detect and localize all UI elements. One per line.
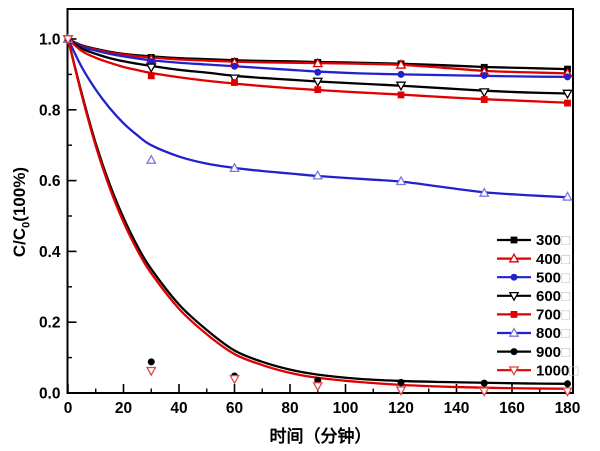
series-700-square-marker (480, 96, 488, 103)
legend-item-300: 300□ (497, 232, 570, 249)
series-800-triangle-up-marker (229, 162, 240, 173)
series-500-circle-marker (147, 58, 155, 66)
y-axis-title-subscript: 0 (20, 221, 33, 228)
series-800-triangle-up-marker (312, 169, 324, 180)
series-800-triangle-up-marker (395, 175, 407, 186)
legend-unit-box-glyph: □ (561, 269, 570, 286)
legend-800-triangle-up-marker (508, 327, 520, 337)
series-900-line (66, 37, 569, 385)
x-tick-label: 160 (499, 400, 525, 417)
x-axis-title: 时间（分钟） (269, 427, 372, 446)
series-1000-triangle-down-marker (478, 387, 490, 397)
x-tick-label: 60 (226, 400, 243, 417)
series-700-square-marker (564, 99, 571, 107)
x-tick-label: 140 (444, 400, 470, 417)
series-500-circle-marker (397, 70, 405, 78)
x-tick-label: 180 (555, 400, 581, 417)
series-900-circle-marker (314, 376, 322, 384)
series-400-triangle-up-marker (395, 59, 407, 69)
series-900-circle-marker (564, 380, 571, 388)
series-600-triangle-down-marker (312, 77, 324, 88)
series-500-circle-marker (564, 73, 571, 81)
legend-item-800: 800□ (497, 325, 570, 342)
legend-unit-box-glyph: □ (561, 325, 570, 342)
legend-item-700: 700□ (497, 307, 570, 324)
legend-item-600: 600□ (497, 288, 570, 305)
series-1000-line (66, 37, 569, 390)
legend-unit-box-glyph: □ (561, 232, 570, 249)
series-1000-triangle-down-marker (562, 387, 573, 397)
legend-label: 700□ (536, 307, 570, 324)
y-tick-label: 0.8 (39, 102, 61, 119)
y-axis-title-suffix: (100%) (10, 166, 29, 222)
series-800-triangle-up-marker (562, 191, 573, 201)
legend-unit-box-glyph: □ (569, 362, 578, 379)
legend-item-1000: 1000□ (497, 362, 578, 379)
series-1000-triangle-down-marker (62, 35, 74, 45)
legend-400-triangle-up-marker (508, 252, 520, 263)
series-500-circle-marker (314, 68, 322, 76)
series-600-triangle-down-marker (395, 81, 407, 92)
x-tick-label: 40 (170, 400, 187, 417)
series-600-triangle-down-marker (478, 88, 490, 98)
legend-label: 1000□ (536, 362, 578, 379)
series-700-square-marker (397, 91, 405, 99)
series-1000-triangle-down-marker (229, 374, 240, 385)
series-1000-triangle-down-marker (395, 386, 407, 396)
series-400-triangle-up-marker (312, 57, 324, 68)
y-axis-title: C/C0(100%) (10, 112, 34, 312)
series-800-triangle-up-marker (145, 154, 157, 164)
legend-label: 600□ (536, 288, 570, 305)
y-tick-label: 1.0 (39, 32, 61, 49)
series-500-circle-marker (480, 71, 488, 79)
series-700-square-marker (231, 79, 238, 86)
legend-900-circle-marker (510, 348, 518, 356)
series-700-square-marker (314, 86, 322, 94)
legend-item-400: 400□ (497, 251, 570, 268)
legend-label: 400□ (536, 251, 570, 268)
x-tick-label: 120 (388, 400, 414, 417)
legend-label: 500□ (536, 269, 570, 286)
legend-unit-box-glyph: □ (561, 307, 570, 324)
legend-700-square-marker (510, 311, 518, 318)
series-900-circle-marker (480, 379, 488, 387)
series-600-triangle-down-marker (145, 63, 157, 74)
series-900-circle-marker (397, 378, 405, 386)
plot-frame (66, 8, 574, 394)
y-tick-label: 0.0 (39, 386, 61, 403)
series-600-triangle-down-marker (562, 89, 573, 100)
series-500-circle-marker (231, 62, 238, 70)
x-tick-label: 80 (281, 400, 298, 417)
legend-label: 300□ (536, 232, 570, 249)
legend-item-500: 500□ (497, 269, 570, 286)
legend-unit-box-glyph: □ (561, 344, 570, 361)
series-1000-triangle-down-marker (312, 382, 324, 392)
x-tick-label: 20 (115, 400, 132, 417)
legend-500-circle-marker (510, 273, 518, 281)
legend-label: 800□ (536, 325, 570, 342)
x-tick-label: 0 (64, 400, 73, 417)
legend-300-square-marker (510, 236, 518, 244)
series-1000-triangle-down-marker (145, 366, 157, 377)
series-700-square-marker (147, 72, 155, 80)
legend-unit-box-glyph: □ (561, 251, 570, 268)
legend-1000-triangle-down-marker (508, 366, 520, 376)
series-800-triangle-up-marker (478, 187, 490, 197)
legend-600-triangle-down-marker (508, 291, 520, 302)
y-tick-label: 0.4 (39, 244, 61, 261)
y-axis-title-prefix: C/C (10, 227, 29, 258)
series-600-triangle-down-marker (229, 74, 240, 85)
legend-unit-box-glyph: □ (561, 288, 570, 305)
legend-label: 900□ (536, 344, 570, 361)
legend-item-900: 900□ (497, 344, 570, 361)
y-tick-label: 0.2 (39, 315, 61, 332)
y-tick-label: 0.6 (39, 173, 61, 190)
x-tick-label: 100 (333, 400, 359, 417)
series-900-circle-marker (147, 358, 155, 366)
